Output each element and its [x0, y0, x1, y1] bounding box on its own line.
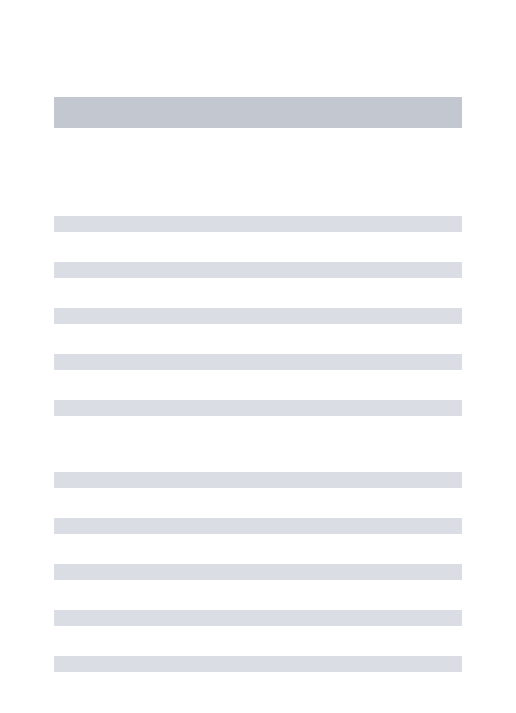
- skeleton-line: [54, 518, 462, 534]
- skeleton-line: [54, 354, 462, 370]
- skeleton-header-bar: [54, 97, 462, 128]
- skeleton-line: [54, 262, 462, 278]
- skeleton-page: [0, 0, 516, 713]
- skeleton-line: [54, 308, 462, 324]
- skeleton-line: [54, 400, 462, 416]
- skeleton-line: [54, 610, 462, 626]
- skeleton-line: [54, 216, 462, 232]
- skeleton-line: [54, 656, 462, 672]
- skeleton-line: [54, 472, 462, 488]
- skeleton-line: [54, 564, 462, 580]
